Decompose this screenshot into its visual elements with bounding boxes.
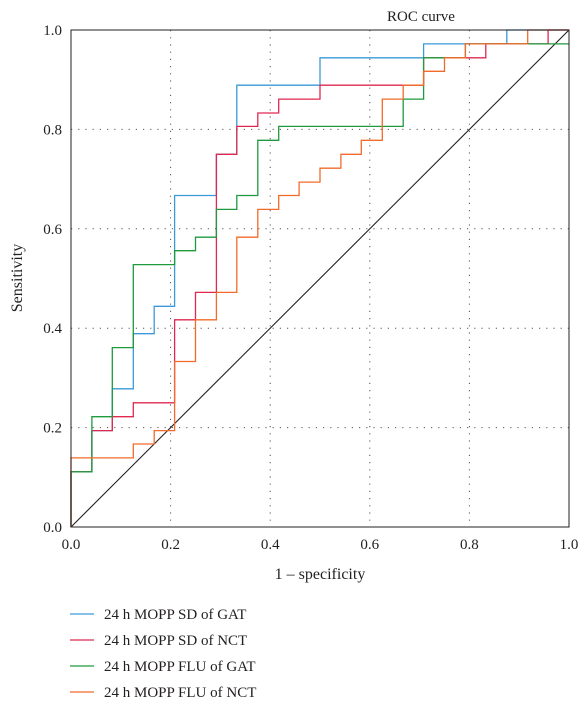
chart-title: ROC curve — [387, 9, 455, 25]
x-tick-label-2: 0.4 — [261, 537, 280, 553]
x-tick-label-3: 0.6 — [360, 537, 379, 553]
reference-diagonal-line — [70, 29, 570, 528]
y-tick-labels: 0.0 0.2 0.4 0.6 0.8 1.0 — [43, 23, 62, 536]
reference-layer — [70, 29, 570, 528]
series-line-4 — [70, 29, 569, 527]
legend-label-3: 24 h MOPP FLU of GAT — [104, 659, 256, 675]
legend: 24 h MOPP SD of GAT 24 h MOPP SD of NCT 24… — [70, 607, 256, 701]
x-tick-label-5: 1.0 — [560, 537, 579, 553]
y-tick-label-1: 0.2 — [43, 421, 62, 437]
y-tick-label-3: 0.6 — [43, 222, 62, 238]
series-line-3 — [70, 43, 569, 527]
x-tick-labels: 0.0 0.2 0.4 0.6 0.8 1.0 — [62, 537, 579, 553]
legend-label-4: 24 h MOPP FLU of NCT — [104, 685, 256, 701]
y-tick-label-0: 0.0 — [43, 520, 62, 536]
legend-label-2: 24 h MOPP SD of NCT — [104, 633, 247, 649]
x-axis-label: 1 – specificity — [275, 566, 366, 583]
y-axis-label: Sensitivity — [9, 244, 26, 312]
x-tick-label-1: 0.2 — [161, 537, 180, 553]
x-tick-label-0: 0.0 — [62, 537, 81, 553]
series-layer — [70, 29, 569, 527]
y-tick-label-5: 1.0 — [43, 23, 62, 39]
y-tick-label-4: 0.8 — [43, 122, 62, 138]
x-tick-label-4: 0.8 — [460, 537, 479, 553]
y-tick-label-2: 0.4 — [43, 321, 62, 337]
legend-label-1: 24 h MOPP SD of GAT — [104, 607, 246, 623]
plot-frame — [70, 29, 570, 528]
